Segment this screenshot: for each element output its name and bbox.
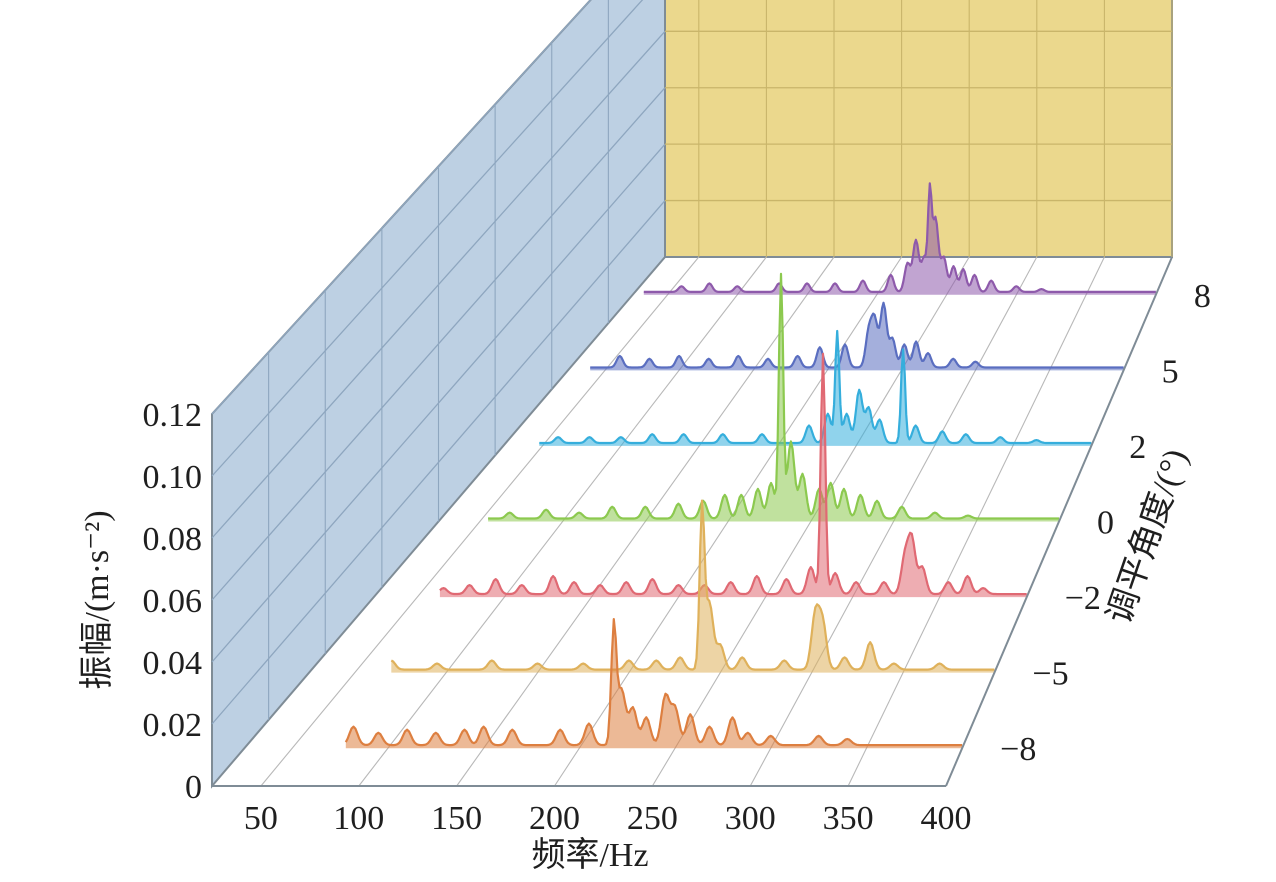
right-edge (945, 256, 1173, 787)
series-0 (344, 617, 963, 749)
z-tick-label: 2 (1129, 429, 1146, 466)
series-2 (439, 352, 1027, 598)
back-wall (664, 0, 1173, 258)
series-line (643, 182, 1156, 293)
y-axis-title: 振幅/(m·s⁻²) (78, 510, 116, 689)
series-6 (643, 182, 1156, 295)
series-1 (390, 499, 995, 673)
y-tick-label: 0.02 (143, 707, 203, 744)
series-line (539, 329, 1092, 445)
series-line (344, 617, 963, 747)
x-tick-label: 200 (529, 800, 580, 837)
x-tick-label: 400 (921, 800, 972, 837)
y-tick-label: 0.12 (143, 397, 203, 434)
z-axis-title: 调平角度/(°) (1100, 444, 1195, 628)
x-tick-label: 350 (823, 800, 874, 837)
z-tick-label: 5 (1162, 353, 1179, 390)
series-line (590, 301, 1124, 369)
y-tick-label: 0.06 (143, 583, 203, 620)
z-tick-label: −2 (1065, 580, 1101, 617)
x-tick-label: 50 (244, 800, 278, 837)
series-line (390, 499, 995, 671)
z-tick-label: −5 (1032, 656, 1068, 693)
series-4 (539, 329, 1092, 446)
x-axis-title: 频率/Hz (531, 836, 648, 874)
x-tick-label: 100 (333, 800, 384, 837)
y-tick-label: 0 (185, 769, 202, 806)
series-area (345, 619, 963, 749)
axes-frame (212, 256, 1173, 787)
z-tick-label: −8 (1000, 731, 1036, 768)
z-tick-label: 0 (1097, 505, 1114, 542)
series-3 (488, 272, 1060, 522)
walls (211, 0, 1173, 789)
y-tick-label: 0.10 (143, 459, 203, 496)
x-tick-label: 150 (431, 800, 482, 837)
series-line (439, 352, 1027, 596)
y-tick-label: 0.08 (143, 521, 203, 558)
x-tick-label: 250 (627, 800, 678, 837)
z-tick-label: 8 (1194, 278, 1211, 315)
floor-x-gridline (260, 256, 700, 787)
series-group (344, 182, 1156, 749)
series-line (488, 272, 1059, 520)
y-tick-label: 0.04 (143, 645, 203, 682)
series-5 (590, 301, 1124, 371)
x-tick-label: 300 (725, 800, 776, 837)
series-area (590, 302, 1124, 371)
